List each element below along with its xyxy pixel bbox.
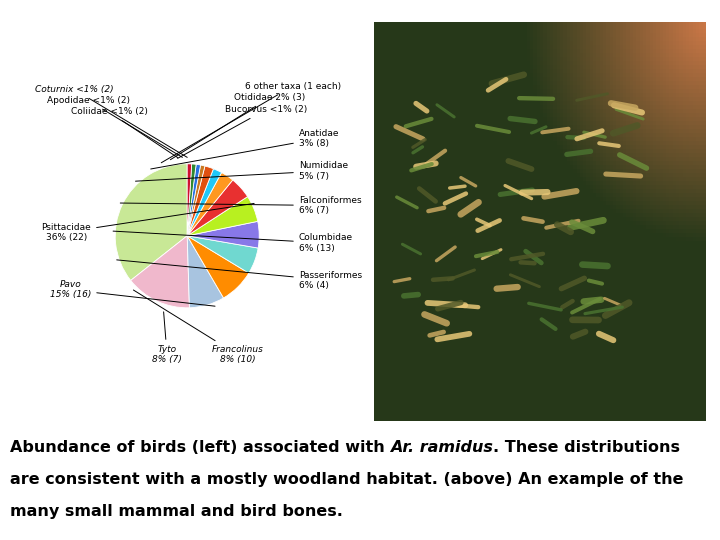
Text: Columbidae
6% (13): Columbidae 6% (13) bbox=[113, 231, 353, 253]
Text: many small mammal and bird bones.: many small mammal and bird bones. bbox=[10, 504, 343, 519]
Wedge shape bbox=[187, 180, 248, 236]
Wedge shape bbox=[187, 236, 258, 273]
Text: Anatidae
3% (8): Anatidae 3% (8) bbox=[150, 129, 339, 169]
Wedge shape bbox=[187, 166, 213, 236]
Text: . These distributions: . These distributions bbox=[493, 440, 680, 455]
Wedge shape bbox=[187, 169, 222, 236]
Text: Pavo
15% (16): Pavo 15% (16) bbox=[50, 280, 215, 306]
Wedge shape bbox=[187, 236, 223, 308]
Text: are consistent with a mostly woodland habitat. (above) An example of the: are consistent with a mostly woodland ha… bbox=[10, 472, 683, 487]
Text: Tyto
8% (7): Tyto 8% (7) bbox=[152, 312, 182, 364]
Wedge shape bbox=[187, 164, 196, 236]
Wedge shape bbox=[187, 164, 201, 236]
Wedge shape bbox=[115, 164, 187, 280]
Text: Coturnix <1% (2): Coturnix <1% (2) bbox=[35, 85, 187, 157]
Wedge shape bbox=[187, 197, 258, 236]
Wedge shape bbox=[131, 236, 189, 308]
Text: Apodidae <1% (2): Apodidae <1% (2) bbox=[47, 96, 182, 157]
Text: Falconiformes
6% (7): Falconiformes 6% (7) bbox=[120, 196, 361, 215]
Text: Otididae 2% (3): Otididae 2% (3) bbox=[171, 93, 305, 160]
Wedge shape bbox=[187, 173, 233, 236]
Text: Bucorvus <1% (2): Bucorvus <1% (2) bbox=[178, 105, 307, 158]
Text: 6 other taxa (1 each): 6 other taxa (1 each) bbox=[161, 82, 341, 163]
Wedge shape bbox=[187, 221, 259, 248]
Wedge shape bbox=[187, 165, 205, 236]
Text: Psittacidae
36% (22): Psittacidae 36% (22) bbox=[41, 204, 254, 242]
Wedge shape bbox=[187, 164, 192, 236]
Text: Francolinus
8% (10): Francolinus 8% (10) bbox=[133, 290, 264, 364]
Text: Ar. ramidus: Ar. ramidus bbox=[390, 440, 493, 455]
Text: Passeriformes
6% (4): Passeriformes 6% (4) bbox=[117, 260, 362, 290]
Text: Coliidae <1% (2): Coliidae <1% (2) bbox=[71, 107, 178, 158]
Wedge shape bbox=[187, 236, 249, 298]
Text: Abundance of birds (left) associated with: Abundance of birds (left) associated wit… bbox=[10, 440, 390, 455]
Text: Numididae
5% (7): Numididae 5% (7) bbox=[135, 161, 348, 181]
